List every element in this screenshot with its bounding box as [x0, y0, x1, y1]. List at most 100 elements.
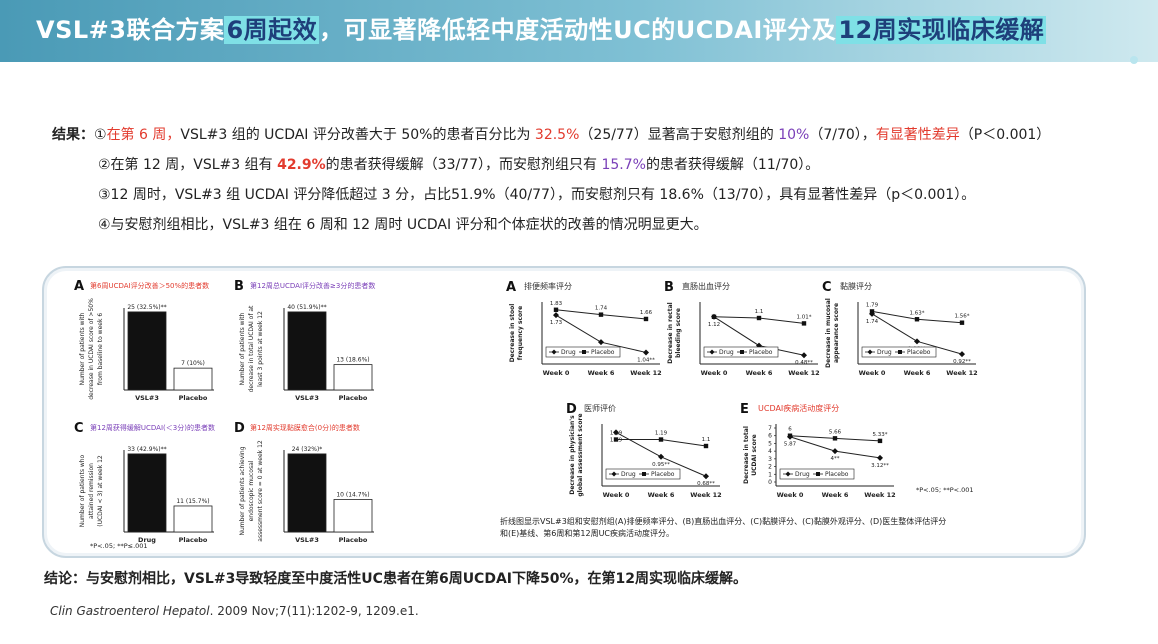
placebo-point-label: 1.01* [797, 314, 812, 320]
placebo-point [877, 438, 883, 444]
line-chart-letter: C [822, 280, 832, 295]
bar-category-label: VSL#3 [295, 394, 319, 402]
result-text-red: 在第 6 周， [106, 127, 181, 143]
result-text: （P＜0.001） [959, 127, 1051, 143]
line-x-tick-label: Week 12 [690, 491, 721, 499]
drug-point [711, 313, 717, 320]
legend-placebo-label: Placebo [825, 471, 849, 478]
legend-placebo-label: Placebo [907, 349, 931, 356]
line-chart-heading: UCDAI疾病活动度评分 [758, 403, 839, 413]
drug-point [877, 454, 883, 461]
legend-drug-label: Drug [719, 349, 734, 356]
figure-caption: 和(E)基线、第6周和第12周UC疾病活动度评分。 [500, 528, 674, 538]
title-highlight-12weeks: 12周实现临床缓解 [836, 16, 1047, 44]
placebo-point [613, 437, 619, 442]
citation-details: . 2009 Nov;7(11):1202-9, 1209.e1. [209, 604, 419, 618]
legend-placebo-label: Placebo [749, 349, 773, 356]
line-x-tick-label: Week 12 [630, 369, 661, 377]
bar-category-label: Placebo [179, 536, 208, 544]
result-line-1: 结果：①在第 6 周，VSL#3 组的 UCDAI 评分改善大于 50%的患者百… [52, 120, 1142, 150]
bar-value-label: 33 (42.9%)** [127, 446, 166, 453]
conclusion: 结论：与安慰剂相比，VSL#3导致轻度至中度活性UC患者在第6周UCDAI下降5… [44, 571, 747, 587]
line-x-tick-label: Week 6 [648, 491, 675, 499]
result-text-red: 有显著性差异 [875, 127, 960, 143]
bar-treatment [287, 311, 327, 391]
drug-point-label: 4** [831, 456, 840, 462]
placebo-point-label: 5.66 [829, 429, 842, 435]
page-title: VSL#3联合方案6周起效，可显著降低轻中度活动性UC的UCDAI评分及12周实… [36, 10, 1047, 45]
drug-point [756, 342, 762, 349]
line-x-tick-label: Week 0 [777, 491, 804, 499]
placebo-point [959, 320, 965, 325]
line-y-tick-label: 0 [768, 479, 772, 486]
bar-category-label: Drug [138, 536, 156, 544]
legend-drug-marker [551, 349, 557, 355]
lines-footnote: *P<.05; **P<.001 [916, 486, 974, 494]
result-text: VSL#3 组的 UCDAI 评分改善大于 50%的患者百分比为 [180, 127, 535, 143]
citation-journal: Clin Gastroenterol Hepatol [50, 604, 210, 618]
line-x-tick-label: Week 6 [588, 369, 615, 377]
bar-y-label: decrease in total UCDAI of at [248, 305, 255, 392]
bar-y-label: endoscopic mucosal [248, 460, 255, 521]
line-x-tick-label: Week 12 [788, 369, 819, 377]
line-y-label: Decrease in physician's [569, 415, 576, 495]
title-highlight-6weeks: 6周起效 [224, 16, 320, 44]
placebo-point-label: 1.79 [866, 302, 879, 308]
bar-placebo [173, 505, 213, 533]
bar-placebo [333, 364, 373, 391]
bar-treatment [127, 311, 167, 391]
bar-treatment [127, 453, 167, 533]
bar-chart-heading: 第12周实现黏膜愈合(0分)的患者数 [250, 423, 360, 432]
bar-value-label: 24 (32%)* [292, 446, 323, 453]
results-label: 结果： [52, 127, 94, 143]
line-y-tick-label: 3 [768, 456, 772, 463]
drug-point-label: 1.12 [708, 322, 720, 328]
drug-point [914, 338, 920, 345]
line-y-tick-label: 4 [768, 448, 772, 455]
line-x-tick-label: Week 0 [701, 369, 728, 377]
decorative-dot [1130, 56, 1138, 64]
bar-y-label: assessment score = 0 at week 12 [257, 440, 264, 542]
placebo-point [801, 321, 807, 326]
placebo-point-label: 1.74 [595, 306, 608, 312]
drug-point-label: 5.87 [784, 442, 797, 448]
drug-point-label: 0.48** [795, 360, 813, 366]
line-x-tick-label: Week 6 [822, 491, 849, 499]
drug-point [832, 448, 838, 455]
result-text: （7/70）， [809, 127, 876, 143]
line-y-tick-label: 6 [768, 433, 772, 440]
bar-chart-heading: 第12周获得缓解UCDAI(＜3分)的患者数 [90, 423, 215, 432]
drug-point-label: 1.73 [550, 320, 563, 326]
legend-drug-marker [785, 471, 791, 477]
bar-treatment [287, 453, 327, 533]
drug-point-label: 3.12** [871, 463, 889, 469]
bar-category-label: VSL#3 [295, 536, 319, 544]
placebo-point-label: 1.56* [955, 314, 970, 320]
placebo-point [598, 312, 604, 317]
citation: Clin Gastroenterol Hepatol. 2009 Nov;7(1… [50, 604, 419, 618]
drug-point [598, 339, 604, 346]
legend-drug-marker [611, 471, 617, 477]
bar-value-label: 25 (32.5%)** [127, 304, 166, 311]
placebo-point-label: 1.66 [640, 310, 653, 316]
drug-point-label: 1.29 [610, 437, 623, 443]
bar-placebo [173, 367, 213, 391]
placebo-point-label: 1.63* [910, 310, 925, 316]
line-y-tick-label: 7 [768, 425, 772, 432]
line-chart-letter: D [566, 402, 577, 417]
legend-placebo-marker [642, 472, 646, 476]
bar-y-label: from baseline to week 6 [97, 313, 104, 386]
result-text: 的患者获得缓解（11/70）。 [645, 157, 820, 173]
placebo-point [553, 307, 559, 312]
result-line-3: ③12 周时，VSL#3 组 UCDAI 评分降低超过 3 分，占比51.9%（… [98, 187, 976, 203]
placebo-point-label: 1.1 [755, 309, 764, 315]
title-banner: VSL#3联合方案6周起效，可显著降低轻中度活动性UC的UCDAI评分及12周实… [0, 0, 1158, 62]
bar-value-label: 13 (18.6%) [336, 357, 369, 364]
legend-placebo-marker [740, 350, 744, 354]
line-chart-heading: 直肠出血评分 [682, 281, 730, 291]
legend-drug-marker [709, 349, 715, 355]
result-line-2: ②在第 12 周，VSL#3 组有 42.9%的患者获得缓解（33/77），而安… [52, 150, 1142, 180]
drug-point-label: 1.74 [866, 319, 879, 325]
bar-y-label: Number of patients with [79, 312, 86, 385]
bar-category-label: Placebo [179, 394, 208, 402]
